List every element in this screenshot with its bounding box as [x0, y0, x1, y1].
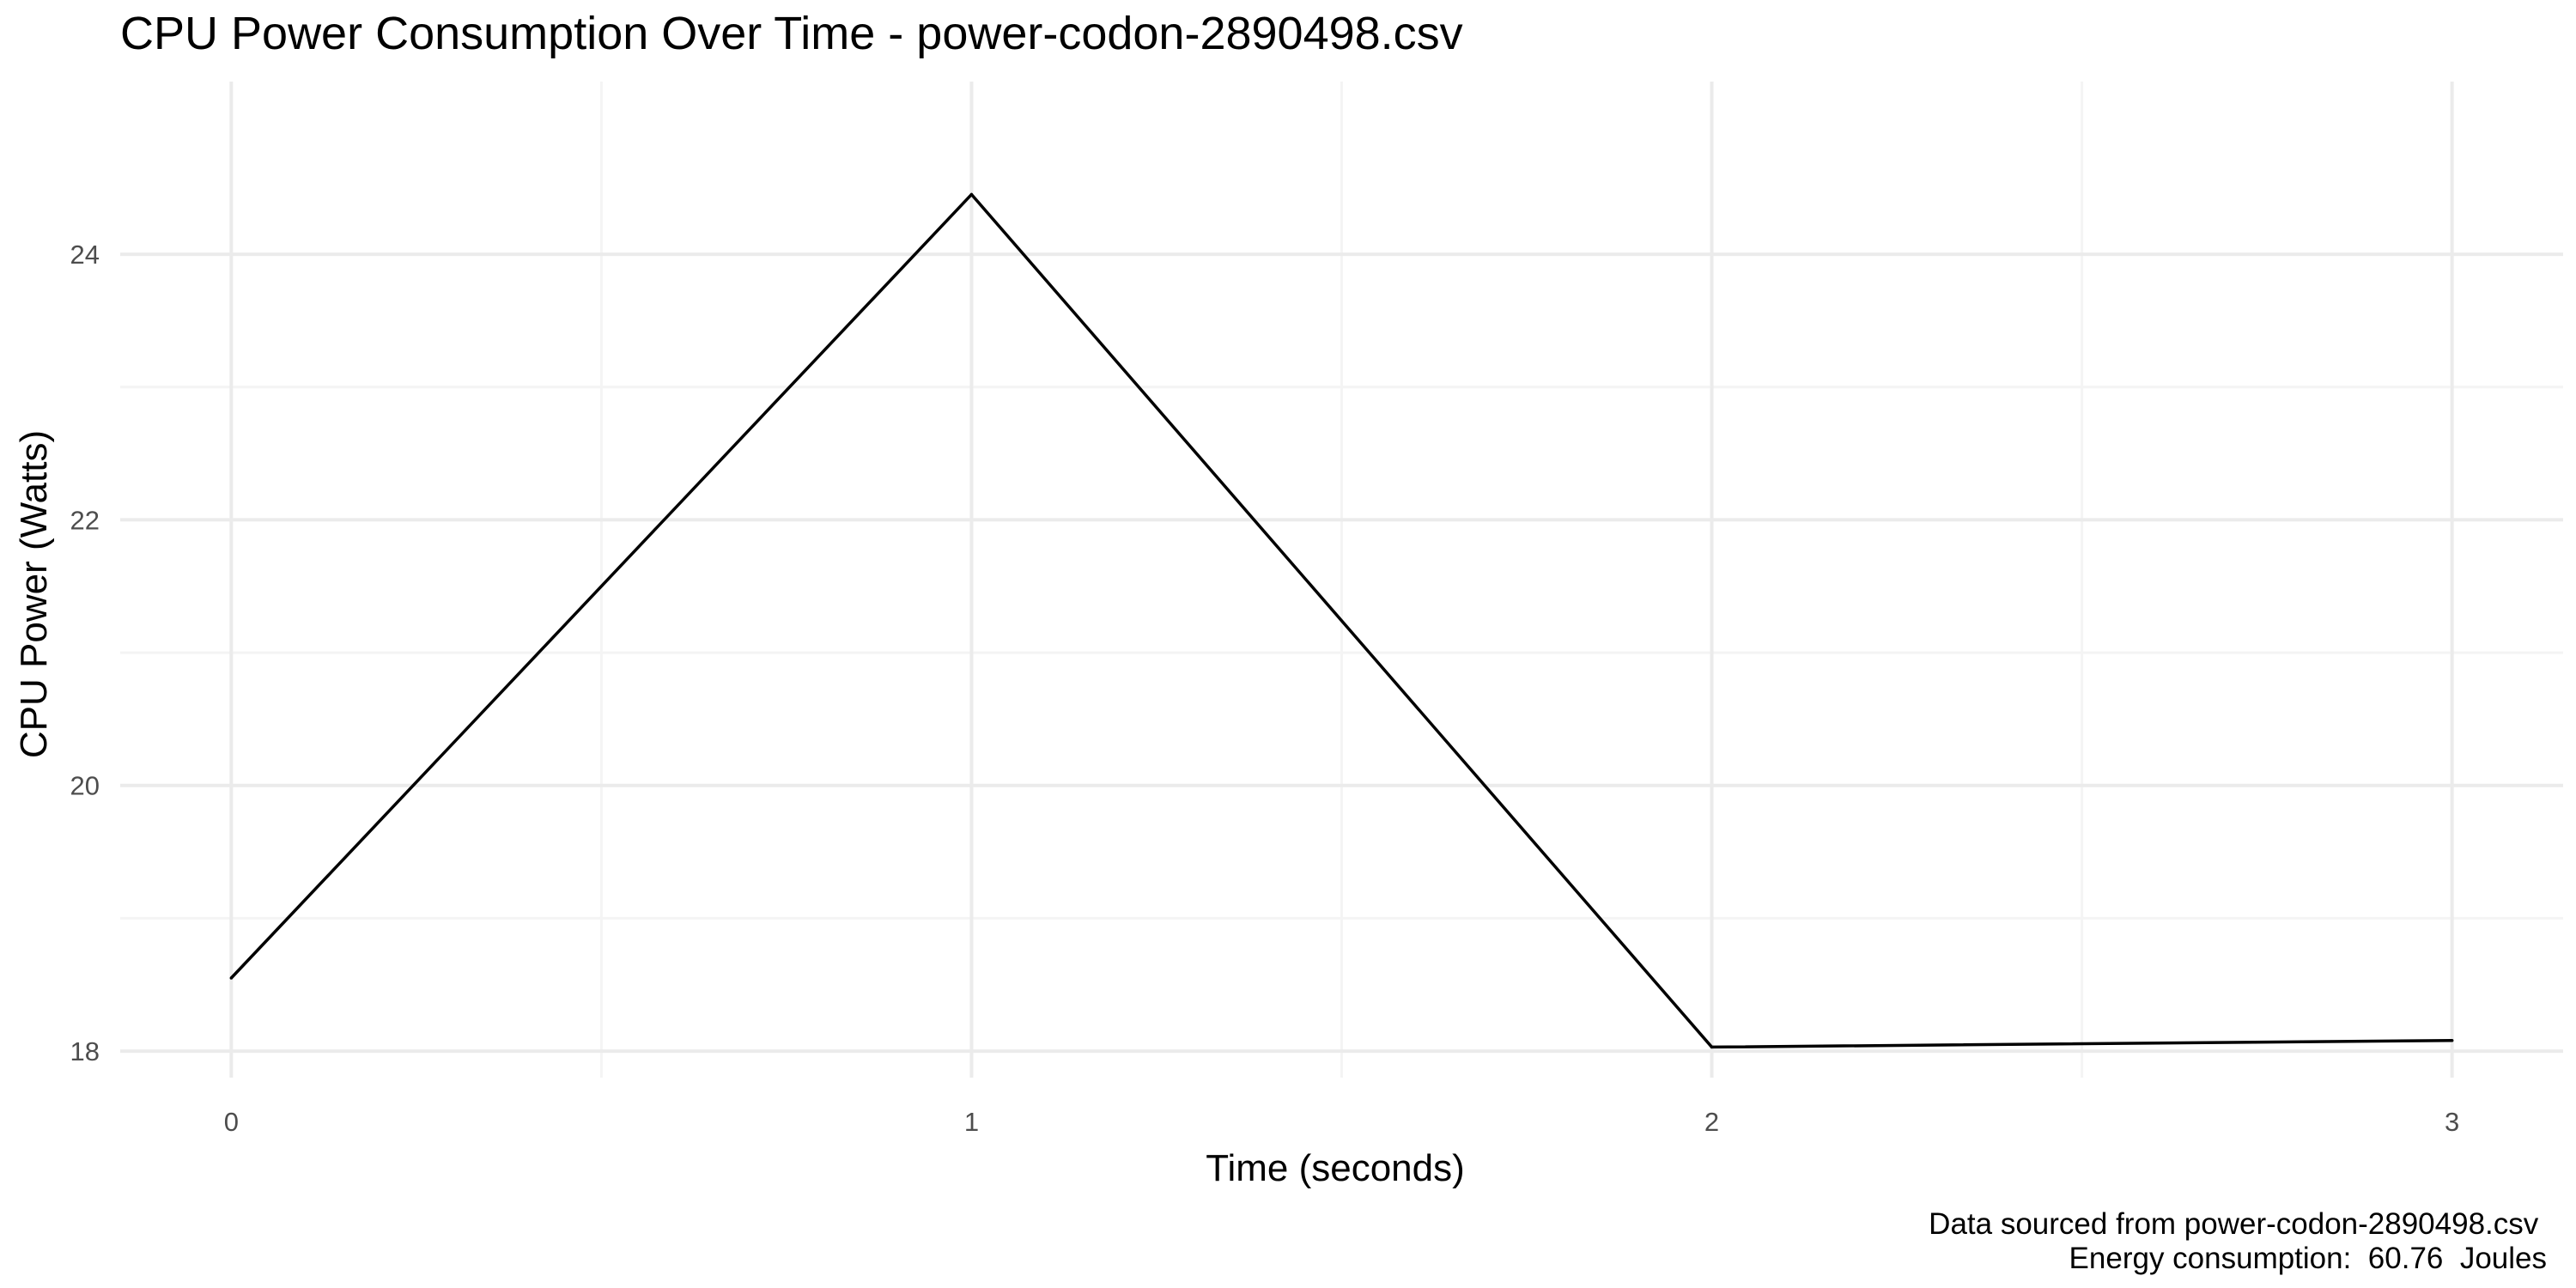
chart-title: CPU Power Consumption Over Time - power-… [120, 8, 1463, 59]
y-tick-label: 22 [70, 505, 100, 535]
y-tick-label: 20 [70, 771, 100, 801]
x-tick-label: 0 [224, 1107, 239, 1137]
data-point [2450, 1038, 2454, 1042]
x-tick-label: 2 [1704, 1107, 1719, 1137]
x-tick-label: 3 [2445, 1107, 2459, 1137]
y-axis-label: CPU Power (Watts) [13, 430, 55, 758]
caption-line-energy: Energy consumption: 60.76 Joules [2069, 1242, 2547, 1275]
data-point [969, 192, 974, 197]
y-tick-label: 18 [70, 1036, 100, 1066]
data-point [229, 976, 234, 980]
data-point [1710, 1045, 1714, 1049]
caption-line-source: Data sourced from power-codon-2890498.cs… [1929, 1207, 2547, 1241]
series-line [230, 192, 2452, 1049]
x-tick-label: 1 [964, 1107, 979, 1137]
x-axis-label: Time (seconds) [1206, 1147, 1465, 1189]
y-tick-label: 24 [70, 240, 100, 270]
chart-caption: Data sourced from power-codon-2890498.cs… [1929, 1207, 2547, 1276]
